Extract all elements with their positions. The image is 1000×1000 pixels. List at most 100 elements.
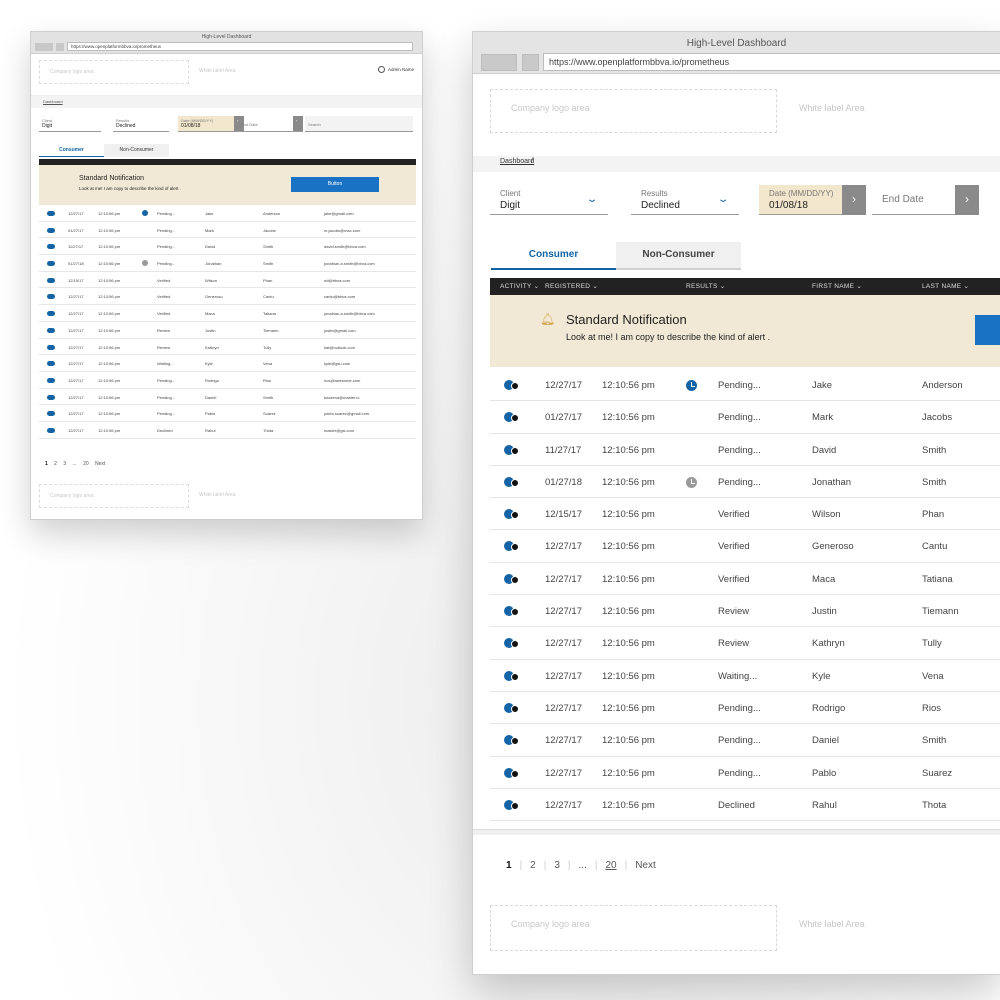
small-url-bar[interactable]: https://www.openplatformbbva.io/promethe… (67, 42, 413, 51)
activity-icon[interactable] (47, 311, 55, 317)
activity-icon[interactable] (504, 509, 520, 520)
activity-icon[interactable] (47, 377, 55, 383)
table-row[interactable]: 12/27/17 12:10:56 pm Verified Generoso Cantu… (39, 288, 416, 306)
activity-icon[interactable] (504, 606, 520, 617)
activity-icon[interactable] (504, 573, 520, 584)
table-row[interactable]: 12/15/17 12:10:56 pm Verified Wilson Phan wil… (39, 271, 416, 289)
url-bar[interactable]: https://www.openplatformbbva.io/promethe… (543, 53, 1000, 71)
activity-icon[interactable] (47, 344, 55, 350)
page-2[interactable]: 2 (530, 860, 536, 871)
back-button[interactable] (35, 43, 53, 51)
table-row[interactable]: 12/27/17 12:10:56 pm Pending... Daniel Smith (490, 724, 1000, 757)
activity-icon[interactable] (47, 327, 55, 333)
breadcrumb-dashboard-link[interactable]: Dashboard (500, 158, 535, 165)
activity-icon[interactable] (47, 244, 55, 250)
activity-icon[interactable] (504, 767, 520, 778)
table-row[interactable]: 11/27/17 12:10:56 pm Pending... David Smith d… (39, 238, 416, 256)
table-row[interactable]: 12/27/17 12:10:56 pm Pending... Jake Anderso… (39, 205, 416, 222)
small-end-date-next-button[interactable]: › (293, 116, 303, 132)
activity-icon[interactable] (47, 394, 55, 400)
activity-icon[interactable] (47, 294, 55, 300)
table-row[interactable]: 12/27/17 12:10:56 pm Verified Generoso Cantu (490, 530, 1000, 563)
table-row[interactable]: 12/27/17 12:10:56 pm Waiting... Kyle Vena kyl… (39, 355, 416, 372)
col-registered[interactable]: REGISTERED ⌄ (545, 283, 599, 290)
activity-icon[interactable] (47, 211, 55, 216)
results-select[interactable]: Results Declined ⌄ (631, 185, 739, 215)
forward-button[interactable] (56, 43, 64, 51)
activity-icon[interactable] (504, 380, 520, 390)
page-20[interactable]: 20 (605, 860, 617, 871)
table-row[interactable]: 12/27/17 12:10:56 pm Review Justin Tiemann (490, 595, 1000, 628)
table-row[interactable]: 12/27/17 12:10:56 pm Pending... Jake Anderso… (490, 369, 1000, 402)
small-end-date[interactable]: End Date (238, 116, 293, 132)
end-date-input[interactable]: End Date › (872, 185, 979, 215)
small-search-input[interactable]: Search (305, 116, 413, 132)
table-row[interactable]: 12/15/17 12:10:56 pm Verified Wilson Phan (490, 498, 1000, 531)
table-row[interactable]: 12/27/17 12:10:56 pm Review Justin Tiemann ju… (39, 321, 416, 339)
activity-icon[interactable] (47, 227, 55, 233)
activity-icon[interactable] (47, 277, 55, 283)
client-select[interactable]: Client Digit ⌄ (490, 185, 608, 215)
footer-white-label: White label Area (799, 919, 865, 929)
table-row[interactable]: 12/27/17 12:10:56 pm Pending... Daniel Smith… (39, 388, 416, 406)
table-row[interactable]: 01/27/18 12:10:56 pm Pending... Jonathan Smi… (490, 466, 1000, 499)
activity-icon[interactable] (47, 361, 55, 367)
activity-icon[interactable] (504, 702, 520, 713)
table-row[interactable]: 12/27/17 12:10:56 pm Pending... Rodrigo Rios (490, 692, 1000, 725)
admin-menu[interactable]: Admin Name (377, 66, 414, 73)
small-next-page[interactable]: Next (95, 461, 106, 467)
table-row[interactable]: 12/27/17 12:10:56 pm Waiting... Kyle Vena (490, 660, 1000, 692)
col-activity[interactable]: ACTIVITY ⌄ (500, 283, 540, 290)
activity-icon[interactable] (504, 541, 520, 552)
next-page-link[interactable]: Next (635, 860, 656, 871)
start-date-arrow-button[interactable]: › (842, 185, 866, 215)
forward-button[interactable] (522, 54, 539, 71)
small-client-select[interactable]: Client Digit (39, 116, 101, 132)
tab-non-consumer[interactable]: Non-Consumer (616, 242, 741, 270)
activity-icon[interactable] (47, 261, 55, 267)
table-row[interactable]: 12/27/17 12:10:56 pm Declined Rahul Thota mas… (39, 421, 416, 439)
col-results[interactable]: RESULTS ⌄ (686, 283, 726, 290)
table-row[interactable]: 01/27/17 12:10:56 pm Pending... Mark Jacobs m… (39, 221, 416, 239)
col-last-name[interactable]: LAST NAME ⌄ (922, 283, 970, 290)
table-row[interactable]: 12/27/17 12:10:56 pm Verified Maca Tatiana (490, 563, 1000, 596)
activity-icon[interactable] (504, 412, 520, 423)
small-results-select[interactable]: Results Declined (113, 116, 169, 132)
table-row[interactable]: 01/27/17 12:10:56 pm Pending... Mark Jacobs (490, 401, 1000, 434)
start-date-input[interactable]: Date (MM/DD/YY) 01/08/18 › (759, 185, 866, 215)
activity-icon[interactable] (504, 670, 520, 681)
small-notification-button[interactable]: Button (291, 177, 379, 192)
page-3[interactable]: 3 (554, 860, 560, 871)
table-row[interactable]: 12/27/17 12:10:56 pm Declined Rahul Thota (490, 789, 1000, 822)
col-first-name[interactable]: FIRST NAME ⌄ (812, 283, 863, 290)
activity-icon[interactable] (504, 444, 520, 455)
table-row[interactable]: 12/27/17 12:10:56 pm Review Kathryn Tully kat… (39, 338, 416, 356)
activity-icon[interactable] (504, 735, 520, 746)
activity-icon[interactable] (47, 427, 55, 433)
activity-icon[interactable] (47, 411, 55, 417)
table-row[interactable]: 12/27/17 12:10:56 pm Verified Maca Tatiana jo… (39, 305, 416, 322)
small-page-3[interactable]: 3 (63, 461, 67, 467)
activity-icon[interactable] (504, 799, 520, 810)
small-page-1[interactable]: 1 (45, 461, 48, 467)
activity-icon[interactable] (504, 476, 520, 487)
table-row[interactable]: 11/27/17 12:10:56 pm Pending... David Smith (490, 434, 1000, 466)
table-row[interactable]: 12/27/17 12:10:56 pm Pending... Pablo Suarez… (39, 405, 416, 422)
small-page-20[interactable]: 20 (83, 461, 89, 467)
small-tab-non-consumer[interactable]: Non-Consumer (104, 144, 169, 157)
table-row[interactable]: 12/27/17 12:10:56 pm Pending... Pablo Suarez (490, 757, 1000, 789)
page-1[interactable]: 1 (506, 860, 512, 871)
table-row[interactable]: 01/27/18 12:10:56 pm Pending... Jonathan Smi… (39, 255, 416, 272)
small-breadcrumb[interactable]: Dashboard (31, 96, 422, 108)
small-start-date[interactable]: Date (MM/DD/YY) 01/08/18 (178, 116, 234, 132)
small-page-2[interactable]: 2 (54, 461, 57, 467)
back-button[interactable] (481, 54, 517, 71)
table-row[interactable]: 12/27/17 12:10:56 pm Pending... Rodrigo Rios… (39, 371, 416, 389)
notification-button[interactable] (975, 315, 1000, 345)
result-status: Pending... (157, 411, 176, 417)
end-date-arrow-button[interactable]: › (955, 185, 979, 215)
small-tab-consumer[interactable]: Consumer (39, 144, 104, 157)
tab-consumer[interactable]: Consumer (491, 242, 616, 270)
activity-icon[interactable] (504, 638, 520, 649)
table-row[interactable]: 12/27/17 12:10:56 pm Review Kathryn Tully (490, 627, 1000, 660)
